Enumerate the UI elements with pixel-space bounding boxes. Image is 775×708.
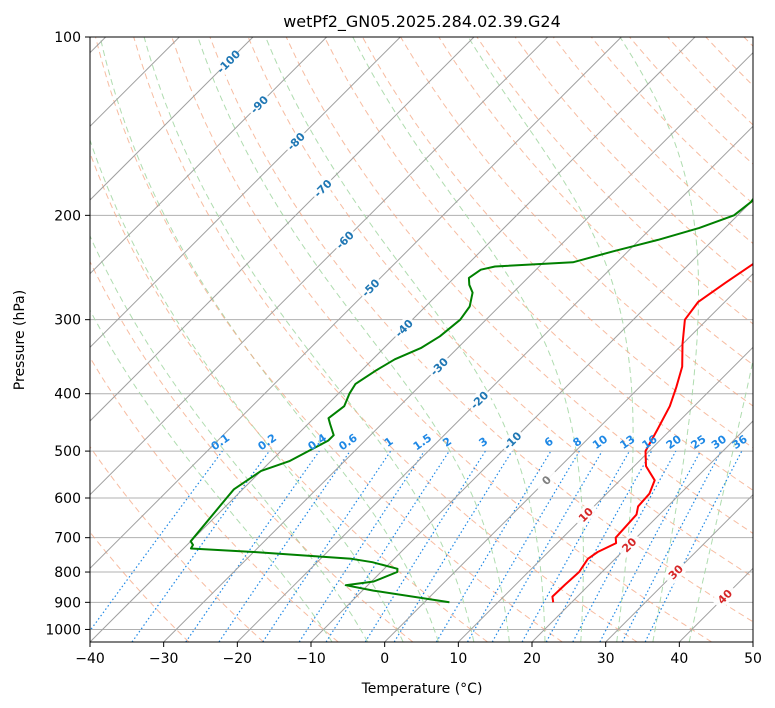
x-tick-label: 10 [449, 651, 467, 667]
dry-adiabat-line [133, 37, 638, 642]
moist-adiabat-line [688, 358, 753, 642]
isotherm-label-background [532, 466, 560, 494]
mixing-ratio-line [572, 450, 677, 642]
y-tick-label: 700 [54, 531, 81, 547]
mixing-ratio-lines [90, 450, 743, 642]
moist-adiabat-line [90, 309, 333, 642]
isotherm-label-background [357, 274, 385, 302]
x-tick-label: −40 [75, 651, 105, 667]
moist-adiabat-line [197, 37, 510, 642]
mixing-ratio-line [218, 450, 351, 642]
isotherm-label-background [425, 353, 453, 381]
x-tick-label: 50 [744, 651, 762, 667]
dry-adiabats [90, 37, 753, 642]
isotherm-label-background [662, 558, 690, 586]
moist-adiabat-line [143, 37, 475, 642]
x-tick-label: 0 [380, 651, 389, 667]
moist-adiabat-line [352, 37, 584, 642]
isotherm-line [384, 272, 753, 642]
moist-adiabat-line [99, 37, 439, 642]
isotherm-label-background [465, 386, 493, 414]
isotherm-label-background [245, 91, 273, 118]
dry-adiabat-line [95, 37, 563, 642]
y-tick-label: 300 [54, 313, 81, 329]
y-tick-label: 1000 [45, 622, 81, 638]
plot-frame [89, 36, 754, 643]
dry-adiabat-line [90, 260, 414, 642]
isotherm-label-background [711, 583, 739, 610]
x-tick-label: −10 [296, 651, 326, 667]
isotherm-line [90, 37, 475, 422]
x-tick-label: 20 [523, 651, 541, 667]
moist-adiabat-line [619, 37, 699, 642]
y-axis-ticks: 100 200 300 400 500 600 700 800 900 1000 [45, 30, 90, 638]
dry-adiabat-line [247, 37, 753, 578]
y-axis-title: Pressure (hPa) [12, 290, 28, 390]
dry-adiabat-line [90, 445, 264, 642]
isotherm-label-background [309, 174, 337, 202]
y-tick-label: 800 [54, 565, 81, 581]
y-tick-label: 500 [54, 444, 81, 460]
mixing-ratio-line [393, 450, 513, 642]
mixing-ratio-line [262, 450, 392, 642]
grid-lines [90, 37, 753, 630]
plot-area: 0.10.20.40.611.52346810131620253036-100-… [90, 37, 753, 642]
x-tick-label: 30 [597, 651, 615, 667]
dry-adiabat-line [90, 356, 339, 642]
moist-adiabat-line [90, 138, 404, 642]
mixing-ratio-line [185, 450, 320, 642]
mixing-ratio-line [298, 450, 425, 642]
isotherm-line [605, 493, 753, 642]
x-axis-title: Temperature (°C) [361, 681, 483, 697]
moist-adiabat-line [265, 37, 546, 642]
mixing-ratio-line [90, 450, 223, 632]
dry-adiabat-line [514, 37, 753, 285]
isotherm-label-background [215, 48, 242, 75]
mixing-ratio-line [521, 450, 631, 642]
isotherm-label-background [390, 314, 418, 342]
y-tick-label: 900 [54, 595, 81, 611]
isotherm-line [457, 346, 753, 642]
x-axis-ticks: −40 −30 −20 −10 0 10 20 30 40 50 [75, 642, 762, 667]
isotherm-line [236, 125, 753, 642]
dry-adiabat-line [476, 37, 753, 325]
x-tick-label: 40 [670, 651, 688, 667]
isotherm-label-background [498, 427, 526, 455]
x-tick-label: −30 [149, 651, 179, 667]
temperature-line [551, 262, 753, 603]
dry-adiabat-line [323, 37, 753, 491]
isotherm-line [90, 37, 622, 570]
isotherm-label-background [615, 531, 643, 559]
isotherm-label-background [282, 127, 310, 155]
mixing-ratio-line [131, 450, 270, 642]
isotherm-line [310, 199, 753, 642]
y-tick-label: 200 [54, 208, 81, 224]
y-tick-label: 400 [54, 387, 81, 403]
isotherm-line [163, 51, 753, 642]
isotherm-label-background [331, 226, 359, 254]
x-tick-label: −20 [223, 651, 253, 667]
isotherm-label-background [572, 501, 600, 529]
dry-adiabat-line [285, 37, 753, 535]
mixing-ratio-line [644, 450, 743, 642]
isotherm-line [90, 37, 549, 496]
isotherm-line [90, 37, 328, 275]
isotherm-line [90, 37, 254, 201]
chart-title: wetPf2_GN05.2025.284.02.39.G24 [283, 12, 561, 32]
mixing-ratio-line [545, 450, 653, 642]
dry-adiabat-line [171, 37, 712, 642]
moist-adiabat-line [90, 234, 369, 642]
y-tick-label: 100 [54, 30, 81, 46]
y-tick-label: 600 [54, 491, 81, 507]
